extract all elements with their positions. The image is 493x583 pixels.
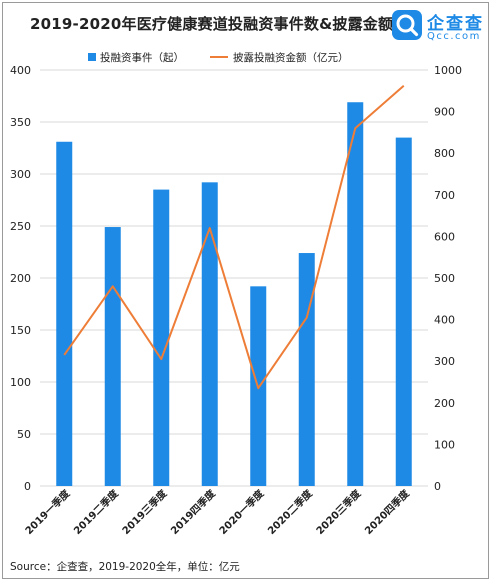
bar (298, 253, 315, 486)
y-left-tick-label: 400 (10, 64, 31, 77)
y-left-tick-label: 300 (10, 168, 31, 181)
x-tick-label: 2020四季度 (362, 486, 413, 537)
x-tick-label: 2019三季度 (119, 486, 170, 537)
x-tick-label: 2019二季度 (71, 486, 122, 537)
x-tick-label: 2020一季度 (216, 486, 267, 537)
logo-icon (392, 10, 422, 40)
y-right-tick-label: 700 (434, 189, 455, 202)
legend-bar-label: 投融资事件（起） (100, 51, 184, 64)
bar (56, 141, 73, 486)
bar (201, 182, 218, 486)
chart-frame (2, 2, 489, 579)
x-tick-label: 2020三季度 (313, 486, 364, 537)
y-right-tick-label: 900 (434, 106, 455, 119)
bar (395, 137, 412, 486)
y-left-tick-label: 100 (10, 376, 31, 389)
y-right-tick-label: 800 (434, 147, 455, 160)
y-left-tick-label: 150 (10, 324, 31, 337)
y-right-tick-label: 500 (434, 272, 455, 285)
y-left-tick-label: 250 (10, 220, 31, 233)
y-left-tick-label: 350 (10, 116, 31, 129)
line-series (63, 85, 405, 390)
logo-domain: Qcc.com (427, 31, 481, 42)
x-tick-label: 2020二季度 (265, 486, 316, 537)
logo-name: 企查查 (427, 14, 484, 34)
bar (153, 189, 170, 486)
x-tick-label: 2019一季度 (22, 486, 73, 537)
bar (347, 102, 364, 487)
x-tick-label: 2019四季度 (168, 486, 219, 537)
y-right-tick-label: 100 (434, 438, 455, 451)
chart-title: 2019-2020年医疗健康赛道投融资事件数&披露金额 (30, 15, 394, 33)
brand-logo: 企查查 Qcc.com (392, 9, 487, 45)
y-right-tick-label: 600 (434, 230, 455, 243)
y-left-tick-label: 50 (17, 428, 31, 441)
y-right-tick-label: 1000 (434, 64, 462, 77)
y-right-tick-label: 300 (434, 355, 455, 368)
y-left-tick-label: 0 (24, 480, 31, 493)
legend-line-label: 披露投融资金额（亿元） (233, 51, 349, 64)
y-right-tick-label: 0 (434, 480, 441, 493)
y-right-tick-label: 200 (434, 397, 455, 410)
y-right-tick-label: 400 (434, 314, 455, 327)
y-left-tick-label: 200 (10, 272, 31, 285)
legend-bar-swatch (88, 53, 96, 61)
source-note: Source：企查查，2019-2020全年，单位：亿元 (10, 561, 240, 573)
bar (104, 227, 121, 487)
